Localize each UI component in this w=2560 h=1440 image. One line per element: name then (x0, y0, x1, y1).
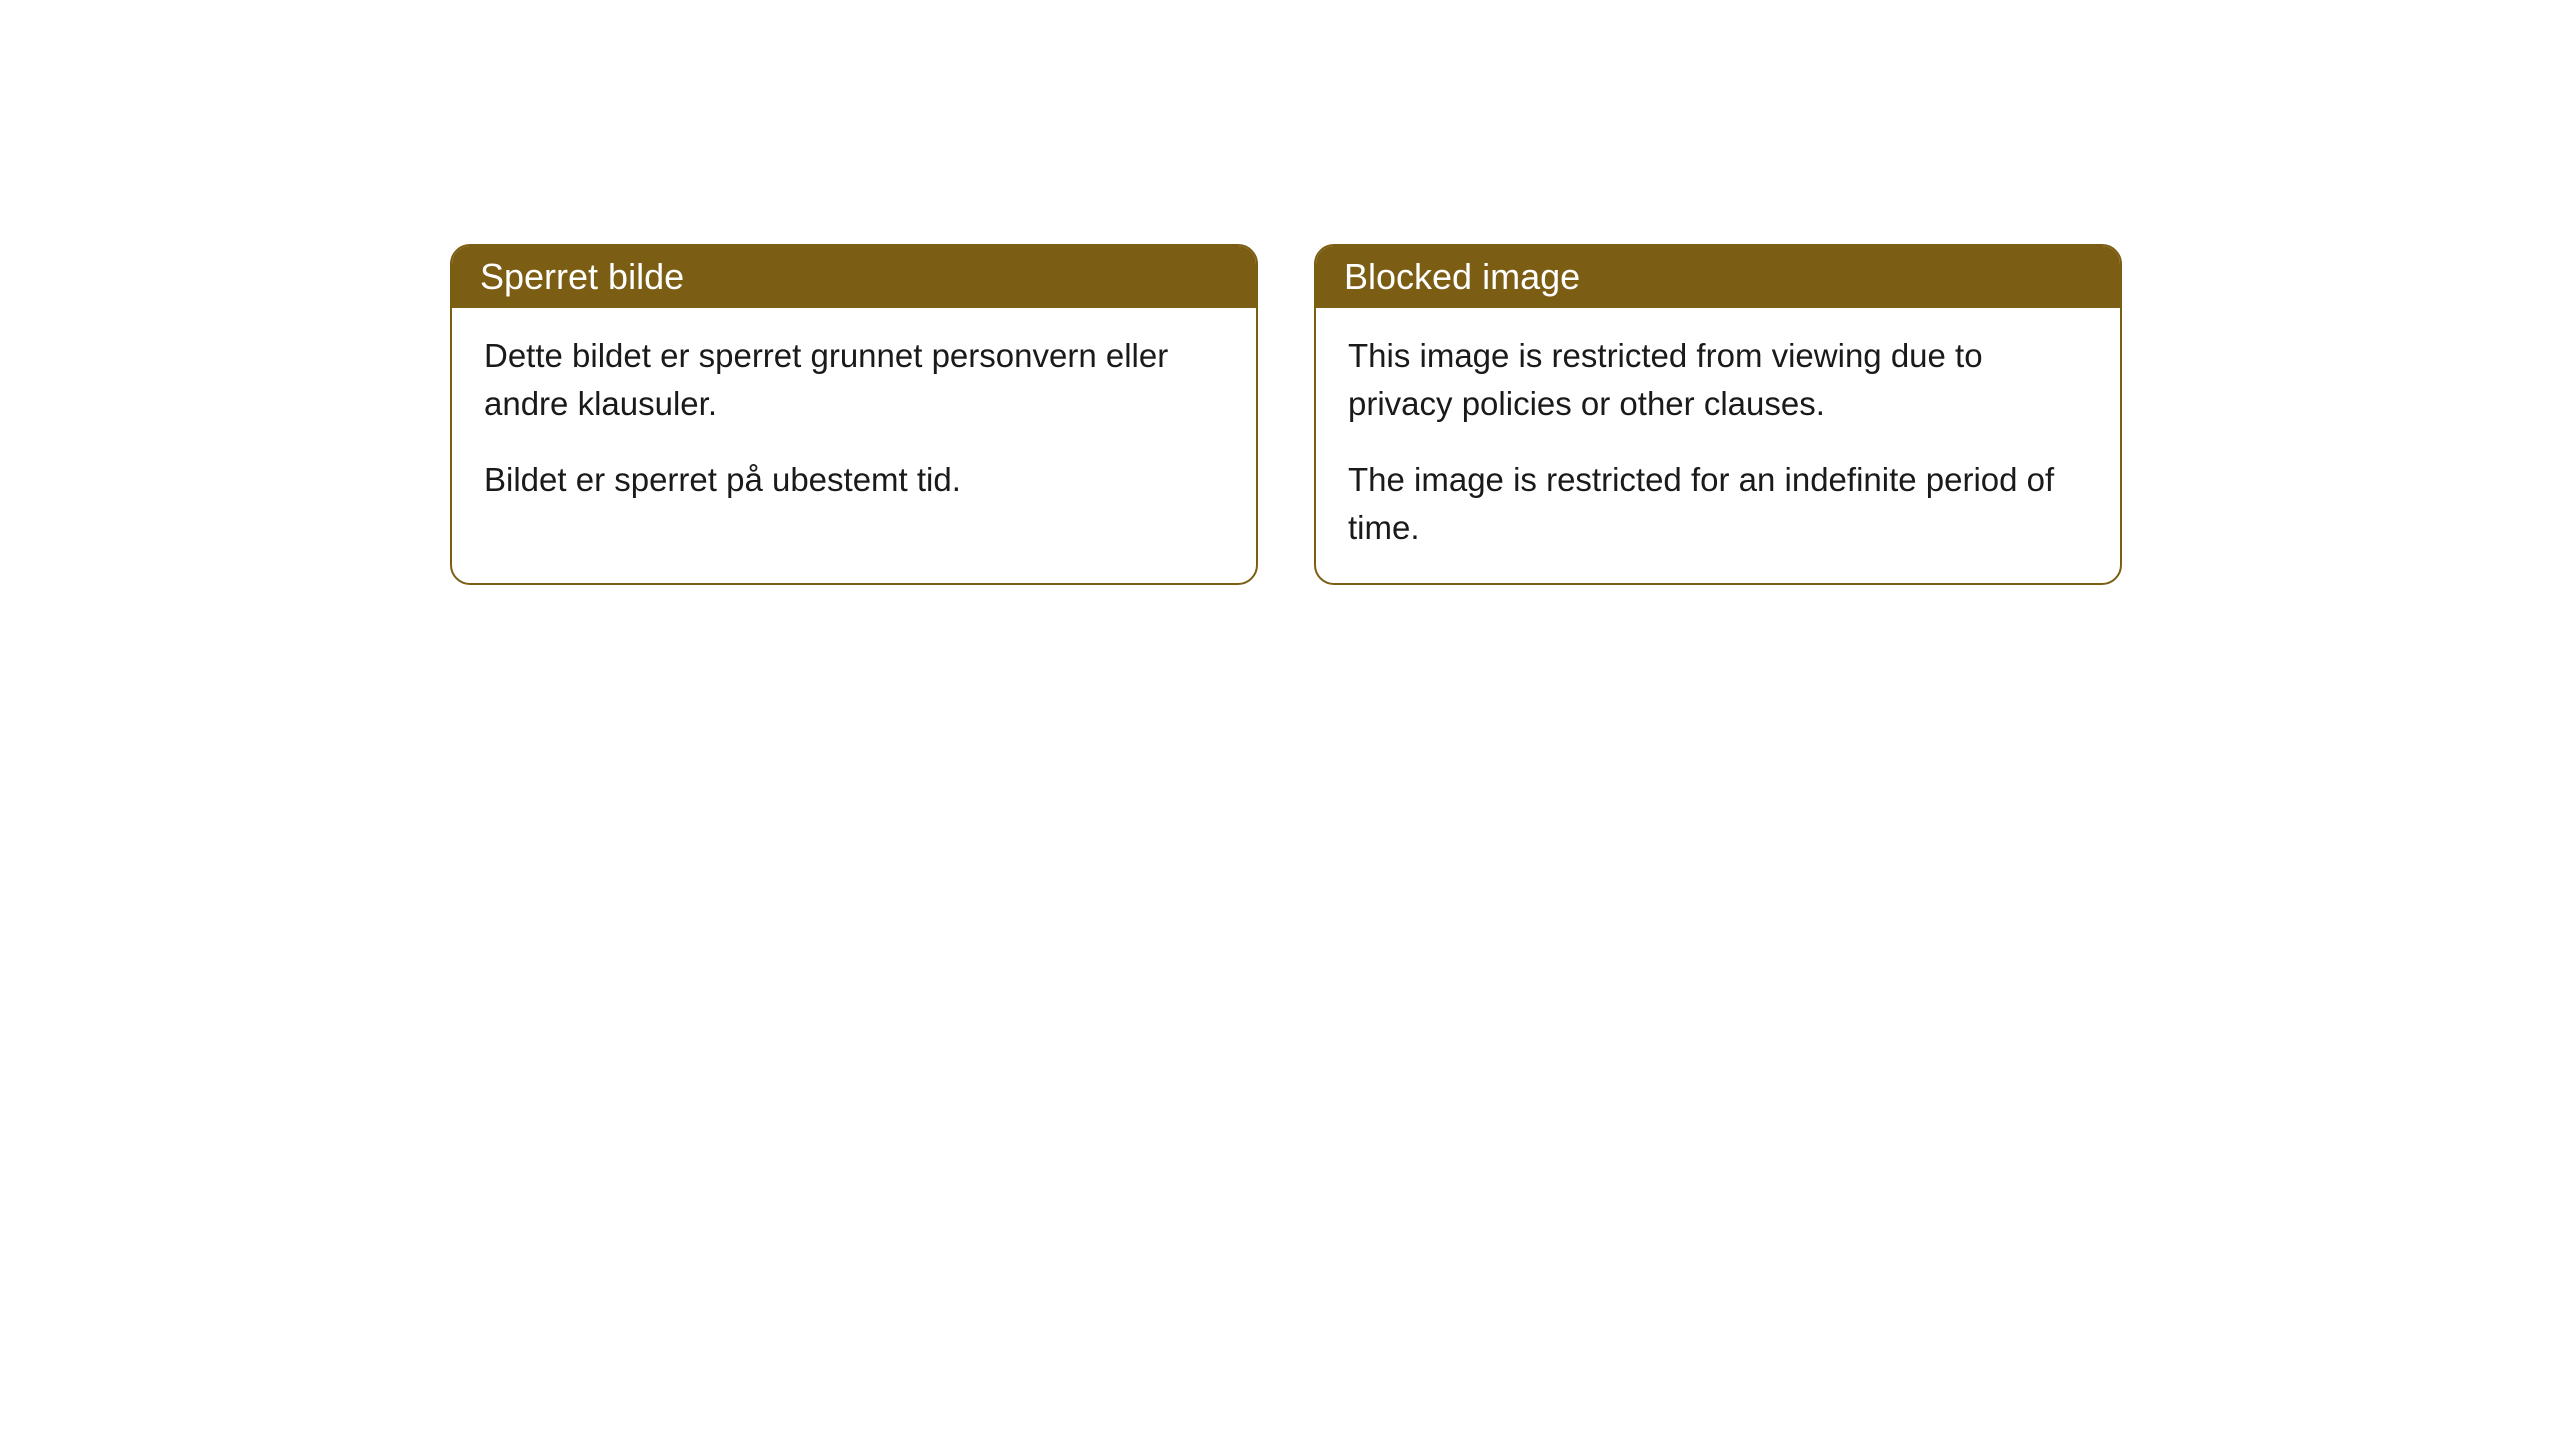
blocked-image-card-norwegian: Sperret bilde Dette bildet er sperret gr… (450, 244, 1258, 585)
card-body-norwegian: Dette bildet er sperret grunnet personve… (452, 308, 1256, 536)
notice-cards-container: Sperret bilde Dette bildet er sperret gr… (450, 244, 2560, 585)
card-header-english: Blocked image (1316, 246, 2120, 308)
card-paragraph-2: Bildet er sperret på ubestemt tid. (484, 456, 1224, 504)
blocked-image-card-english: Blocked image This image is restricted f… (1314, 244, 2122, 585)
card-paragraph-1: This image is restricted from viewing du… (1348, 332, 2088, 428)
card-body-english: This image is restricted from viewing du… (1316, 308, 2120, 583)
card-paragraph-2: The image is restricted for an indefinit… (1348, 456, 2088, 552)
card-header-norwegian: Sperret bilde (452, 246, 1256, 308)
card-title: Blocked image (1344, 256, 1580, 297)
card-title: Sperret bilde (480, 256, 684, 297)
card-paragraph-1: Dette bildet er sperret grunnet personve… (484, 332, 1224, 428)
